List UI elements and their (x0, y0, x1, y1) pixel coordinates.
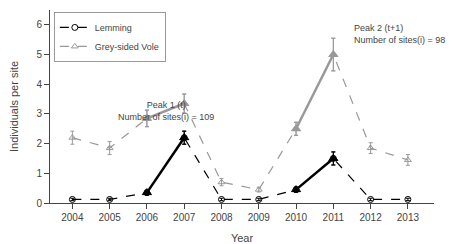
svg-text:2013: 2013 (397, 212, 420, 223)
svg-text:Lemming: Lemming (95, 23, 132, 33)
svg-text:2004: 2004 (61, 212, 84, 223)
svg-text:Individuals per site: Individuals per site (8, 61, 20, 152)
svg-text:2012: 2012 (359, 212, 382, 223)
svg-text:2010: 2010 (285, 212, 308, 223)
svg-text:6: 6 (36, 19, 42, 30)
svg-text:2005: 2005 (99, 212, 122, 223)
svg-text:2007: 2007 (173, 212, 196, 223)
svg-text:4: 4 (36, 79, 42, 90)
svg-text:0: 0 (36, 198, 42, 209)
svg-text:3: 3 (36, 108, 42, 119)
svg-text:Year: Year (231, 232, 254, 244)
svg-text:1: 1 (36, 168, 42, 179)
svg-text:Peak 1 (t)Number of sites(i) =: Peak 1 (t)Number of sites(i) = 109 (118, 100, 214, 122)
svg-text:Peak 2 (t+1)Number of sites(i): Peak 2 (t+1)Number of sites(i) = 98 (354, 23, 445, 45)
svg-text:2008: 2008 (210, 212, 233, 223)
svg-text:Grey-sided Vole: Grey-sided Vole (95, 42, 159, 52)
svg-text:5: 5 (36, 49, 42, 60)
svg-text:2: 2 (36, 138, 42, 149)
svg-text:2006: 2006 (136, 212, 159, 223)
svg-text:2009: 2009 (248, 212, 271, 223)
svg-text:2011: 2011 (323, 212, 345, 223)
